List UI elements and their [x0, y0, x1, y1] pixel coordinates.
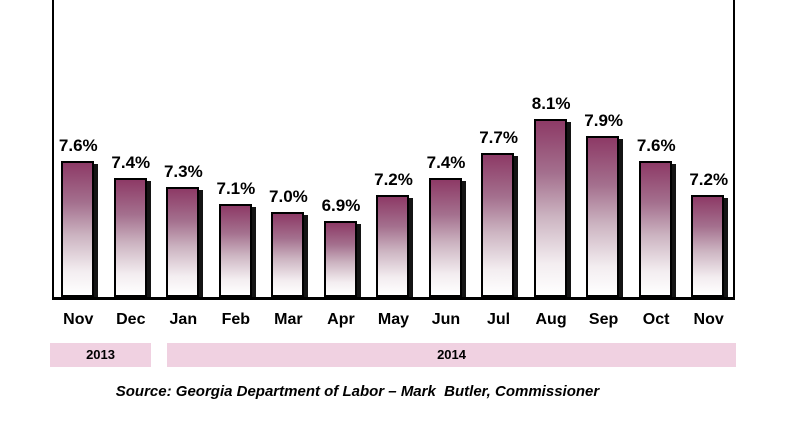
bar-slot-feb-3: 7.1% [210, 0, 263, 297]
bar-dec-1 [113, 178, 147, 297]
bar-value-label: 8.1% [531, 94, 571, 113]
bar-aug-9 [533, 119, 567, 297]
x-axis-labels: Nov Dec Jan Feb Mar Apr May Jun Jul Aug Sep Oct Nov [52, 311, 735, 329]
year-band-2013: 2013 [50, 343, 152, 367]
bar-feb-3 [218, 204, 252, 297]
bar-value-label: 7.2% [374, 170, 413, 189]
bar-slot-apr-5: 6.9% [315, 0, 368, 297]
bar-slot-mar-4: 7.0% [262, 0, 315, 297]
bar-sep-10 [586, 136, 620, 297]
x-tick-jul-8: Jul [486, 311, 511, 328]
bar-slot-jul-8: 7.7% [472, 0, 525, 297]
x-tick-jan-2: Jan [169, 311, 198, 328]
bar-jan-2 [166, 187, 200, 297]
bar-value-label: 7.4% [426, 153, 466, 172]
x-tick-apr-5: Apr [327, 311, 355, 328]
x-tick-oct-11: Oct [642, 311, 670, 328]
x-tick-dec-1: Dec [116, 311, 146, 328]
bar-slot-oct-11: 7.6% [630, 0, 683, 297]
x-tick-jun-7: Jun [431, 311, 461, 328]
bar-value-label: 6.9% [321, 196, 361, 215]
bar-oct-11 [638, 161, 672, 297]
bar-value-label: 7.6% [636, 136, 676, 155]
bar-slot-jun-7: 7.4% [420, 0, 473, 297]
bar-slot-may-6: 7.2% [367, 0, 420, 297]
x-tick-mar-4: Mar [274, 311, 303, 328]
bar-value-label: 7.6% [58, 136, 98, 155]
bar-slot-jan-2: 7.3% [157, 0, 210, 297]
year-band-2014: 2014 [167, 343, 736, 367]
bar-value-label: 7.1% [216, 179, 256, 198]
bar-value-label: 7.2% [689, 170, 729, 189]
bar-nov-0 [61, 161, 94, 297]
bar-value-label: 7.9% [584, 111, 624, 130]
bar-jul-8 [481, 153, 515, 297]
x-tick-sep-10: Sep [588, 311, 619, 328]
x-tick-nov-12: Nov [693, 311, 724, 328]
x-tick-nov-0: Nov [63, 311, 94, 328]
bar-slot-aug-9: 8.1% [525, 0, 578, 297]
bar-value-label: 7.7% [479, 128, 518, 147]
bar-mar-4 [271, 212, 305, 297]
source-note: Source: Georgia Department of Labor – Ma… [115, 383, 600, 400]
x-tick-may-6: May [377, 311, 410, 328]
bar-may-6 [376, 195, 410, 297]
x-tick-feb-3: Feb [221, 311, 251, 328]
bar-value-label: 7.3% [163, 162, 203, 181]
x-tick-aug-9: Aug [535, 311, 567, 328]
bar-value-label: 7.0% [269, 187, 308, 206]
bar-slot-nov-12: 7.2% [682, 0, 735, 297]
bar-apr-5 [323, 221, 357, 297]
bar-nov-12 [691, 195, 725, 297]
bar-value-label: 7.4% [111, 153, 151, 172]
bar-jun-7 [428, 178, 462, 297]
bar-slot-sep-10: 7.9% [577, 0, 630, 297]
bar-slot-dec-1: 7.4% [105, 0, 158, 297]
bar-slot-nov-0: 7.6% [52, 0, 105, 297]
plot-area: 7.6% 7.4% 7.3% 7.1% 7.0% 6.9% 7.2% 7.4% 7.7% 8.1%… [52, 0, 735, 300]
